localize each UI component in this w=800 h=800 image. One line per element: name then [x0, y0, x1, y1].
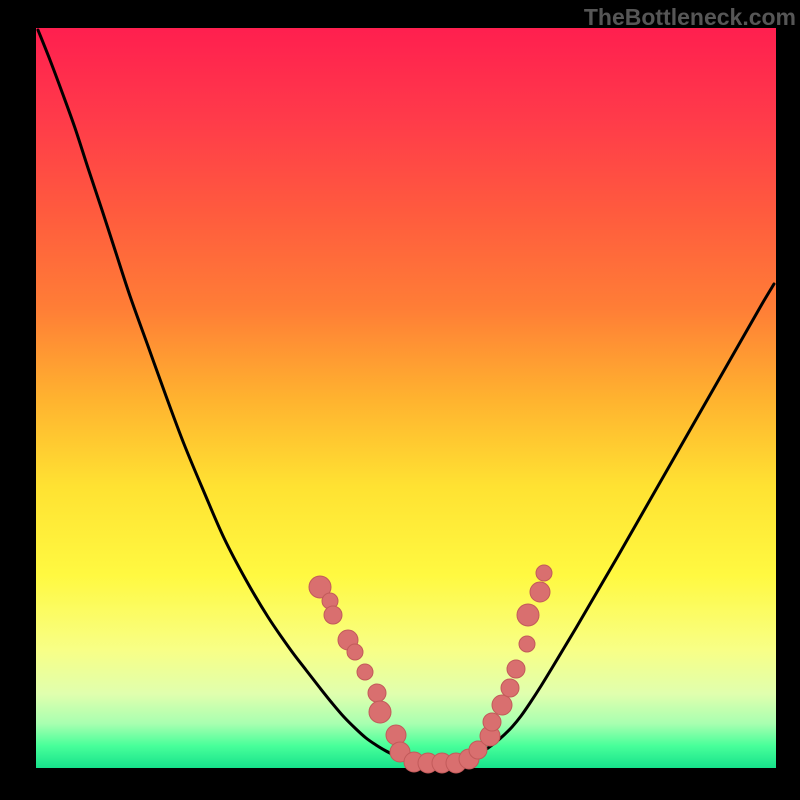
gradient-background [36, 28, 776, 768]
data-marker [530, 582, 550, 602]
chart-stage: TheBottleneck.com [0, 0, 800, 800]
data-marker [519, 636, 535, 652]
data-marker [357, 664, 373, 680]
data-marker [324, 606, 342, 624]
data-marker [517, 604, 539, 626]
data-marker [507, 660, 525, 678]
bottleneck-chart-svg [0, 0, 800, 800]
data-marker [536, 565, 552, 581]
data-marker [492, 695, 512, 715]
data-marker [501, 679, 519, 697]
data-marker [368, 684, 386, 702]
data-marker [483, 713, 501, 731]
data-marker [347, 644, 363, 660]
watermark-text: TheBottleneck.com [584, 4, 796, 31]
data-marker [369, 701, 391, 723]
